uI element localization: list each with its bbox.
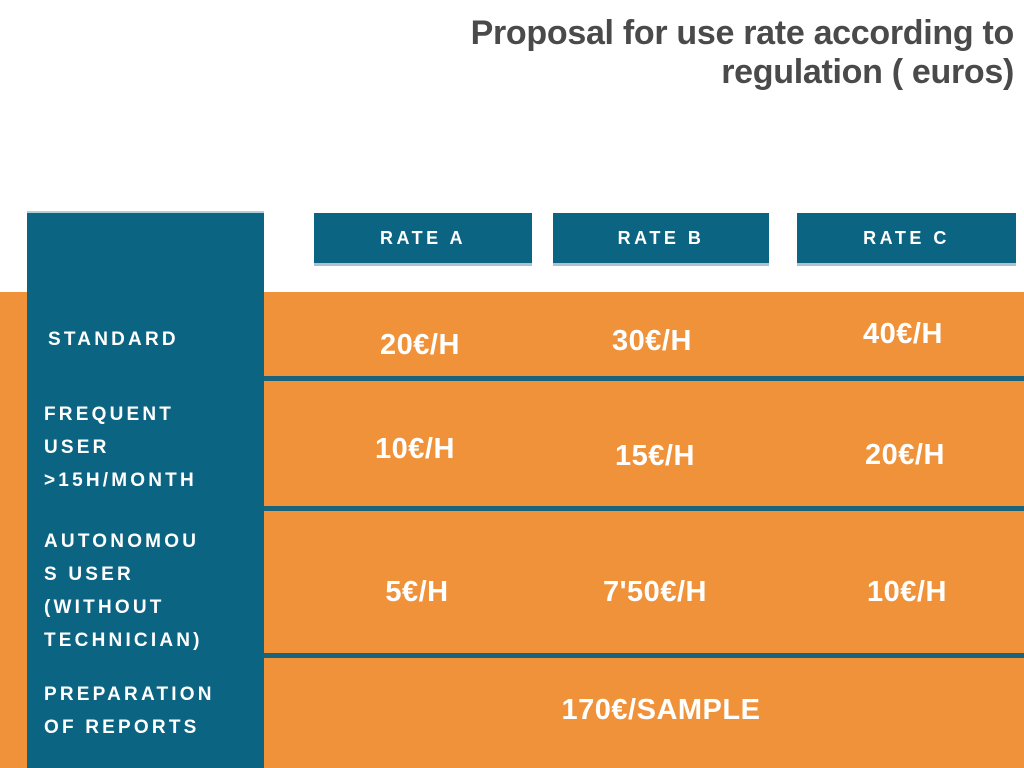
row-header-column bbox=[27, 213, 264, 768]
cell-standard-rate-c: 40€/H bbox=[863, 318, 943, 350]
page-title: Proposal for use rate according to regul… bbox=[354, 14, 1015, 92]
cell-autonomous-rate-b: 7'50€/H bbox=[603, 576, 707, 608]
row-separator-3 bbox=[264, 653, 1024, 658]
cell-standard-rate-b: 30€/H bbox=[612, 325, 692, 357]
row-separator-2 bbox=[264, 506, 1024, 511]
cell-frequent-rate-a: 10€/H bbox=[375, 433, 455, 465]
column-header-rate-a-label: RATE A bbox=[380, 227, 466, 248]
cell-autonomous-rate-a: 5€/H bbox=[385, 576, 449, 608]
cell-preparation-merged: 170€/SAMPLE bbox=[561, 694, 761, 726]
row-label-frequent-user: FREQUENT USER >15H/MONTH bbox=[44, 404, 197, 491]
page-title-line-2: regulation ( euros) bbox=[721, 53, 1014, 91]
cell-frequent-rate-c: 20€/H bbox=[865, 439, 945, 471]
row-label-standard: STANDARD bbox=[48, 329, 179, 350]
column-header-rate-c-label: RATE C bbox=[863, 227, 950, 248]
cell-autonomous-rate-c: 10€/H bbox=[867, 576, 947, 608]
column-header-rate-a: RATE A bbox=[314, 213, 532, 263]
column-header-rate-b: RATE B bbox=[553, 213, 769, 263]
column-header-rate-b-label: RATE B bbox=[617, 227, 705, 248]
page-title-line-1: Proposal for use rate according to bbox=[470, 14, 1015, 52]
row-label-preparation-of-reports: PREPARATION OF REPORTS bbox=[44, 684, 215, 738]
row-label-autonomous-user: AUTONOMOU S USER (WITHOUT TECHNICIAN) bbox=[44, 531, 203, 651]
column-header-rate-c: RATE C bbox=[797, 213, 1016, 263]
cell-frequent-rate-b: 15€/H bbox=[615, 440, 695, 472]
row-separator-1 bbox=[264, 376, 1024, 381]
cell-standard-rate-a: 20€/H bbox=[380, 329, 460, 361]
